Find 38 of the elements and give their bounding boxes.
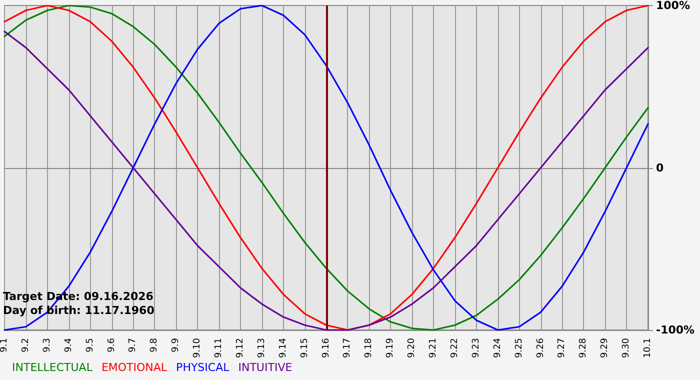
- x-tick-label: 9.20: [407, 338, 418, 358]
- x-tick-label: 9.29: [600, 338, 610, 358]
- x-tick-label: 9.10: [192, 338, 203, 358]
- x-tick-label: 9.21: [428, 338, 438, 358]
- x-tick-label: 9.23: [471, 338, 482, 358]
- x-tick-label: 9.28: [578, 338, 589, 358]
- x-tick-label: 9.15: [300, 338, 310, 358]
- x-tick-label: 9.22: [450, 338, 460, 358]
- x-tick-label: 9.2: [20, 338, 31, 352]
- x-tick-label: 9.14: [278, 338, 288, 358]
- x-tick-label: 9.25: [514, 338, 524, 358]
- y-tick-label: 100%: [656, 0, 690, 12]
- text: EMOTIONAL: [101, 361, 168, 374]
- x-tick-label: 9.6: [106, 338, 117, 352]
- text: INTUITIVE: [238, 361, 292, 374]
- x-tick-label: 9.8: [150, 338, 160, 352]
- x-tick-label: 9.17: [342, 338, 353, 358]
- x-tick-label: 9.18: [364, 338, 374, 358]
- x-tick-label: 9.5: [85, 338, 96, 352]
- y-tick-label: 0: [656, 161, 664, 174]
- y-tick-label: -100%: [656, 324, 695, 336]
- x-tick-label: 9.30: [622, 338, 632, 358]
- x-tick-label: 9.26: [536, 338, 546, 358]
- x-tick-label: 9.4: [64, 338, 74, 352]
- x-tick-label: 9.3: [42, 338, 52, 352]
- x-tick-label: 9.11: [214, 338, 224, 358]
- x-tick-label: 9.16: [321, 338, 332, 358]
- x-tick-label: 9.1: [0, 338, 10, 352]
- x-tick-label: 9.27: [557, 338, 568, 358]
- x-tick-label: 9.12: [235, 338, 246, 358]
- x-tick-label: 10.1: [643, 338, 653, 358]
- x-tick-label: 9.24: [492, 338, 503, 358]
- x-tick-label: 9.19: [386, 338, 396, 358]
- x-tick-label: 9.9: [171, 338, 182, 352]
- x-tick-label: 9.7: [128, 338, 138, 352]
- text: PHYSICAL: [176, 361, 230, 374]
- x-tick-label: 9.13: [256, 338, 267, 358]
- text: INTELLECTUAL: [12, 361, 94, 374]
